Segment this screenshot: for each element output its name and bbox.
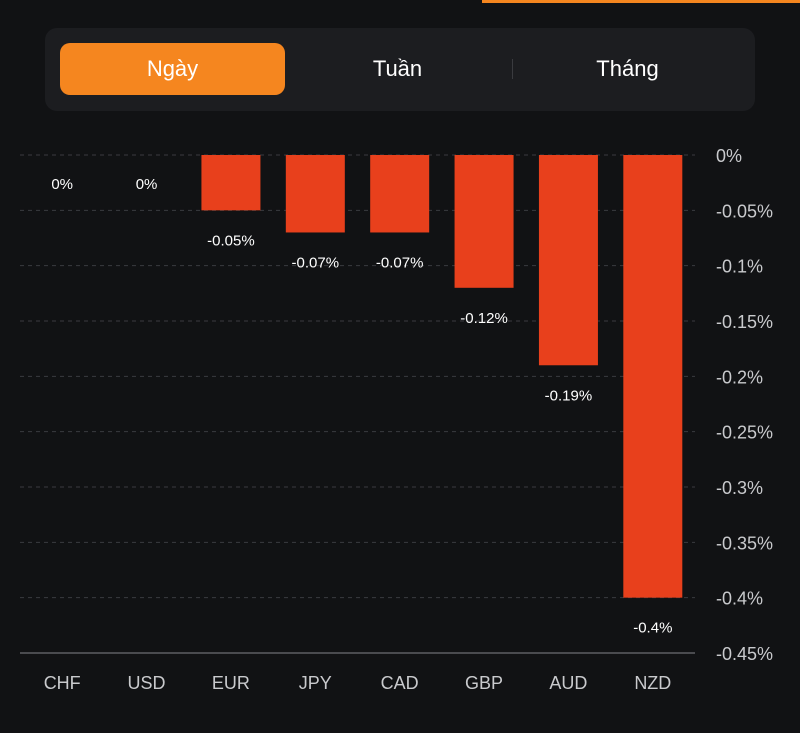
bar [201,155,261,211]
x-tick-label: USD [128,673,166,693]
x-tick-label: GBP [465,673,503,693]
y-tick-label: -0.1% [716,257,763,277]
top-accent-bar [482,0,800,3]
data-label: -0.4% [633,620,672,637]
y-tick-label: -0.15% [716,312,773,332]
y-tick-label: -0.25% [716,423,773,443]
x-tick-label: JPY [299,673,332,693]
y-tick-label: -0.45% [716,644,773,664]
bar [538,155,598,366]
x-tick-label: CHF [44,673,81,693]
bar [623,155,683,598]
y-tick-label: -0.05% [716,201,773,221]
data-label: -0.19% [545,387,593,404]
data-label: 0% [51,176,73,193]
data-label: -0.07% [376,254,424,271]
y-tick-label: -0.3% [716,478,763,498]
bar [370,155,430,233]
y-tick-label: -0.2% [716,367,763,387]
data-label: -0.05% [207,232,255,249]
y-tick-label: 0% [716,146,742,166]
tab-month[interactable]: Tháng [596,56,659,81]
x-tick-label: EUR [212,673,250,693]
data-label: -0.07% [292,254,340,271]
data-label: 0% [136,176,158,193]
x-tick-label: CAD [381,673,419,693]
x-tick-label: NZD [634,673,671,693]
bar [454,155,514,288]
tab-divider [512,59,513,79]
bar [285,155,345,233]
y-tick-label: -0.35% [716,533,773,553]
y-tick-label: -0.4% [716,589,763,609]
tab-week[interactable]: Tuần [372,56,423,81]
data-label: -0.12% [460,310,508,327]
tab-day[interactable]: Ngày [60,43,285,95]
period-segmented-control: Ngày Tuần Tháng [45,28,755,111]
x-tick-label: AUD [549,673,587,693]
